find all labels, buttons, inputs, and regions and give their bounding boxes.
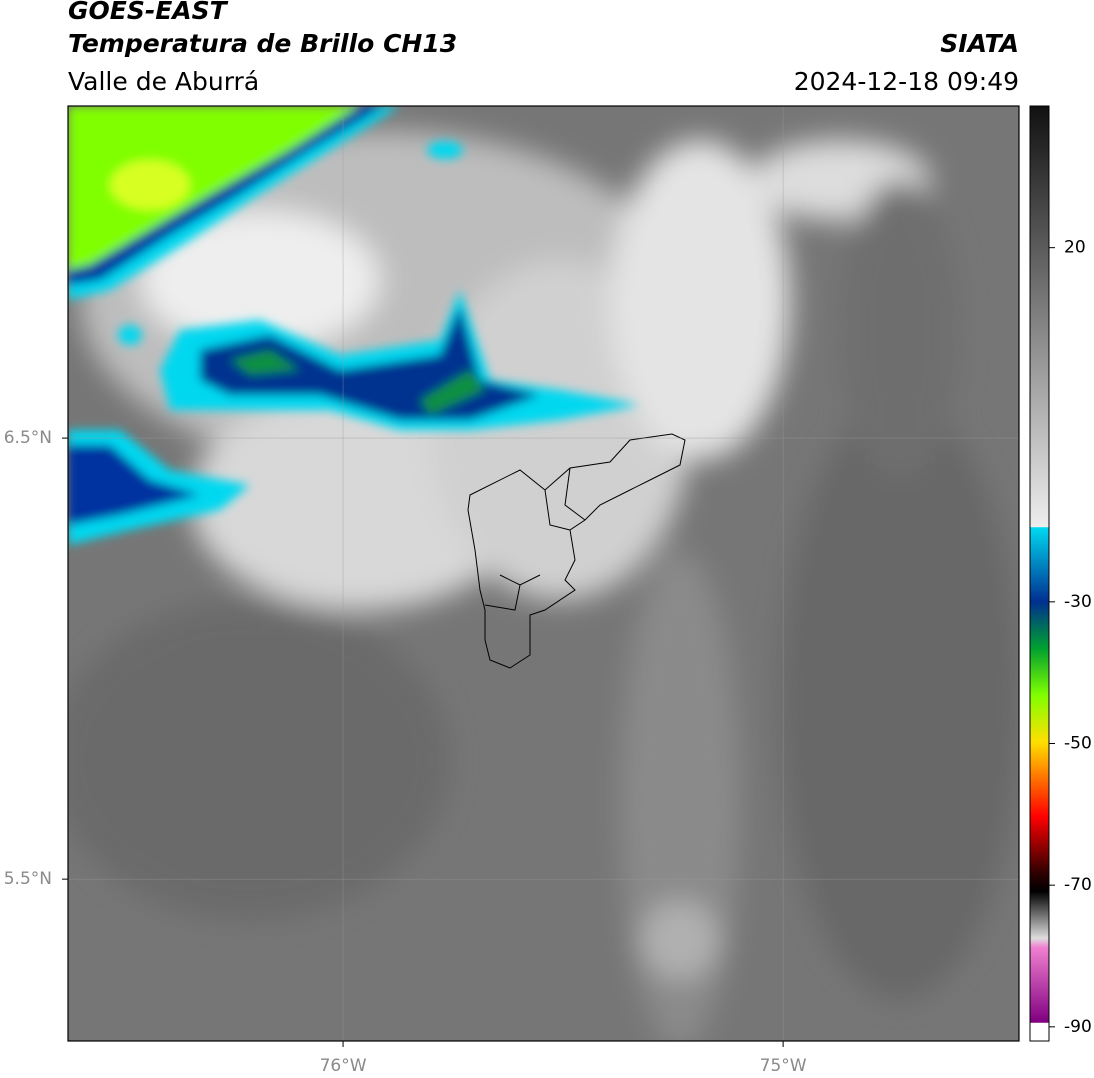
lat-label: 6.5°N <box>4 428 52 448</box>
colorbar-label: -30 <box>1064 592 1092 612</box>
map-frame <box>67 105 1020 1042</box>
title: GOES-EAST <box>68 0 229 25</box>
subtitle: Temperatura de Brillo CH13 <box>68 29 457 58</box>
lon-label: 75°W <box>760 1056 807 1076</box>
municipal-boundaries <box>467 433 686 669</box>
lon-label: 76°W <box>320 1056 367 1076</box>
region: Valle de Aburrá <box>68 67 259 96</box>
datetime: 2024-12-18 09:49 <box>794 67 1019 96</box>
colorbar-label: 20 <box>1064 238 1086 258</box>
colorbar-label: -90 <box>1064 1017 1092 1037</box>
lat-label: 5.5°N <box>4 869 52 889</box>
source: SIATA <box>940 29 1019 58</box>
colorbar <box>1029 105 1050 1042</box>
satellite-image <box>68 106 1019 1041</box>
colorbar-label: -70 <box>1064 875 1092 895</box>
colorbar-label: -50 <box>1064 734 1092 754</box>
